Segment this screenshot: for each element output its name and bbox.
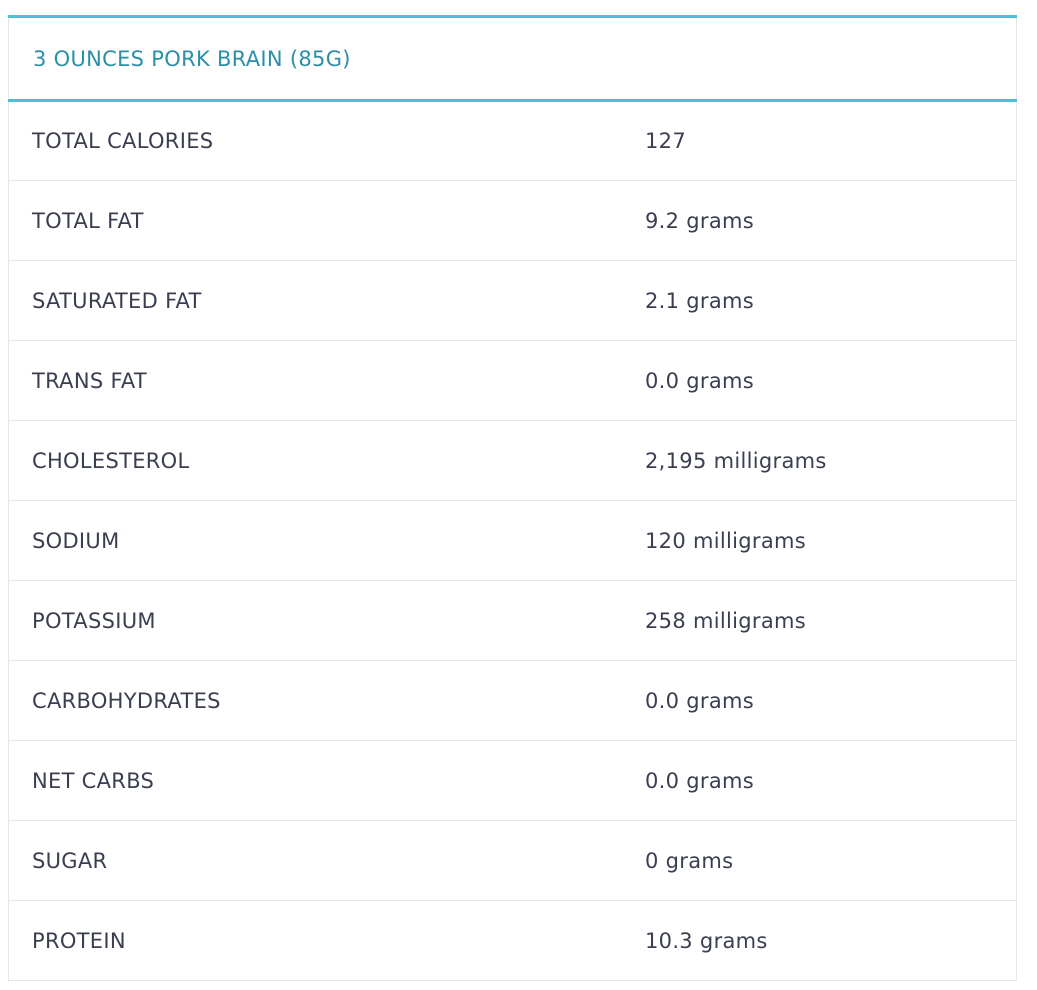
nutrition-table: 3 OUNCES PORK BRAIN (85G) TOTAL CALORIES… (8, 15, 1017, 981)
row-label: SODIUM (32, 528, 120, 553)
row-label: SATURATED FAT (32, 288, 202, 313)
row-value: 2.1 grams (645, 288, 755, 313)
table-row: POTASSIUM 258 milligrams (9, 581, 1016, 661)
table-row: PROTEIN 10.3 grams (9, 901, 1016, 981)
row-label: NET CARBS (32, 768, 155, 793)
row-value: 10.3 grams (645, 928, 768, 953)
row-label: CARBOHYDRATES (32, 688, 221, 713)
table-header: 3 OUNCES PORK BRAIN (85G) (8, 18, 1017, 99)
row-value: 2,195 milligrams (645, 448, 827, 473)
table-body: TOTAL CALORIES 127 TOTAL FAT 9.2 grams S… (8, 102, 1017, 981)
row-label: SUGAR (32, 848, 108, 873)
row-value: 258 milligrams (645, 608, 806, 633)
row-value: 120 milligrams (645, 528, 806, 553)
table-header-title: 3 OUNCES PORK BRAIN (85G) (33, 46, 351, 71)
table-row: TOTAL CALORIES 127 (9, 102, 1016, 181)
row-label: TOTAL FAT (32, 208, 144, 233)
row-label: TOTAL CALORIES (32, 129, 214, 153)
table-row: NET CARBS 0.0 grams (9, 741, 1016, 821)
table-row: TRANS FAT 0.0 grams (9, 341, 1016, 421)
row-value: 9.2 grams (645, 208, 755, 233)
row-label: POTASSIUM (32, 608, 156, 633)
row-value: 127 (645, 129, 686, 153)
table-row: SODIUM 120 milligrams (9, 501, 1016, 581)
table-row: TOTAL FAT 9.2 grams (9, 181, 1016, 261)
table-row: SATURATED FAT 2.1 grams (9, 261, 1016, 341)
row-label: TRANS FAT (32, 368, 148, 393)
row-value: 0.0 grams (645, 688, 755, 713)
header-bottom-rule (8, 99, 1017, 102)
header-top-rule (8, 15, 1017, 18)
row-label: CHOLESTEROL (32, 448, 190, 473)
row-value: 0.0 grams (645, 768, 755, 793)
row-value: 0.0 grams (645, 368, 755, 393)
table-row: CHOLESTEROL 2,195 milligrams (9, 421, 1016, 501)
row-label: PROTEIN (32, 928, 126, 953)
table-row: SUGAR 0 grams (9, 821, 1016, 901)
table-row: CARBOHYDRATES 0.0 grams (9, 661, 1016, 741)
row-value: 0 grams (645, 848, 734, 873)
